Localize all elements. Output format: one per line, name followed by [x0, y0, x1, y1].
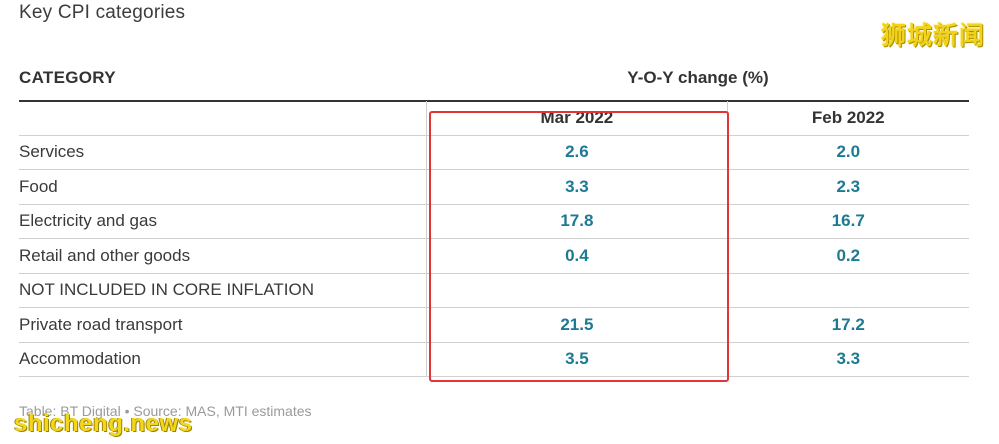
table-title: Key CPI categories [19, 2, 186, 23]
cpi-table: Mar 2022 Feb 2022 Services 2.6 2.0 Food … [19, 101, 969, 377]
source-note: Table: BT Digital • Source: MAS, MTI est… [19, 403, 312, 419]
mar-value-cell: 2.6 [426, 135, 728, 170]
watermark-logo: 狮城新闻 [880, 22, 985, 50]
feb-value-cell: 2.0 [726, 135, 969, 170]
feb-value-cell: 0.2 [726, 238, 969, 274]
table-row: Food 3.3 2.3 [19, 169, 969, 205]
yoy-change-header: Y-O-Y change (%) [627, 68, 769, 87]
category-cell: Accommodation [19, 342, 427, 377]
table-row: Electricity and gas 17.8 16.7 [19, 204, 969, 239]
mar-value-cell [426, 273, 728, 308]
watermark-url: shicheng.news [14, 410, 193, 437]
mar-value-cell: 3.5 [426, 342, 728, 377]
table-header: CATEGORY Y-O-Y change (%) [19, 66, 969, 102]
feb-value-cell: 3.3 [726, 342, 969, 377]
category-cell: Services [19, 135, 427, 170]
mar-value-cell: 21.5 [426, 307, 728, 343]
feb-value-cell [726, 273, 969, 308]
feb-2022-header: Feb 2022 [726, 101, 969, 136]
column-header-row: Mar 2022 Feb 2022 [19, 101, 969, 136]
category-cell: Retail and other goods [19, 238, 427, 274]
feb-value-cell: 17.2 [726, 307, 969, 343]
category-cell: Electricity and gas [19, 204, 427, 239]
table-row: Accommodation 3.5 3.3 [19, 342, 969, 377]
category-cell: Food [19, 169, 427, 205]
table-row: Private road transport 21.5 17.2 [19, 307, 969, 343]
category-header: CATEGORY [19, 68, 116, 87]
category-cell: Private road transport [19, 307, 427, 343]
mar-value-cell: 3.3 [426, 169, 728, 205]
table-row: Services 2.6 2.0 [19, 135, 969, 170]
feb-value-cell: 2.3 [726, 169, 969, 205]
section-row: NOT INCLUDED IN CORE INFLATION [19, 273, 969, 308]
section-label-cell: NOT INCLUDED IN CORE INFLATION [19, 273, 427, 308]
mar-value-cell: 17.8 [426, 204, 728, 239]
mar-value-cell: 0.4 [426, 238, 728, 274]
mar-2022-header: Mar 2022 [426, 101, 728, 136]
blank-header-cell [19, 101, 427, 136]
table-row: Retail and other goods 0.4 0.2 [19, 238, 969, 274]
feb-value-cell: 16.7 [726, 204, 969, 239]
